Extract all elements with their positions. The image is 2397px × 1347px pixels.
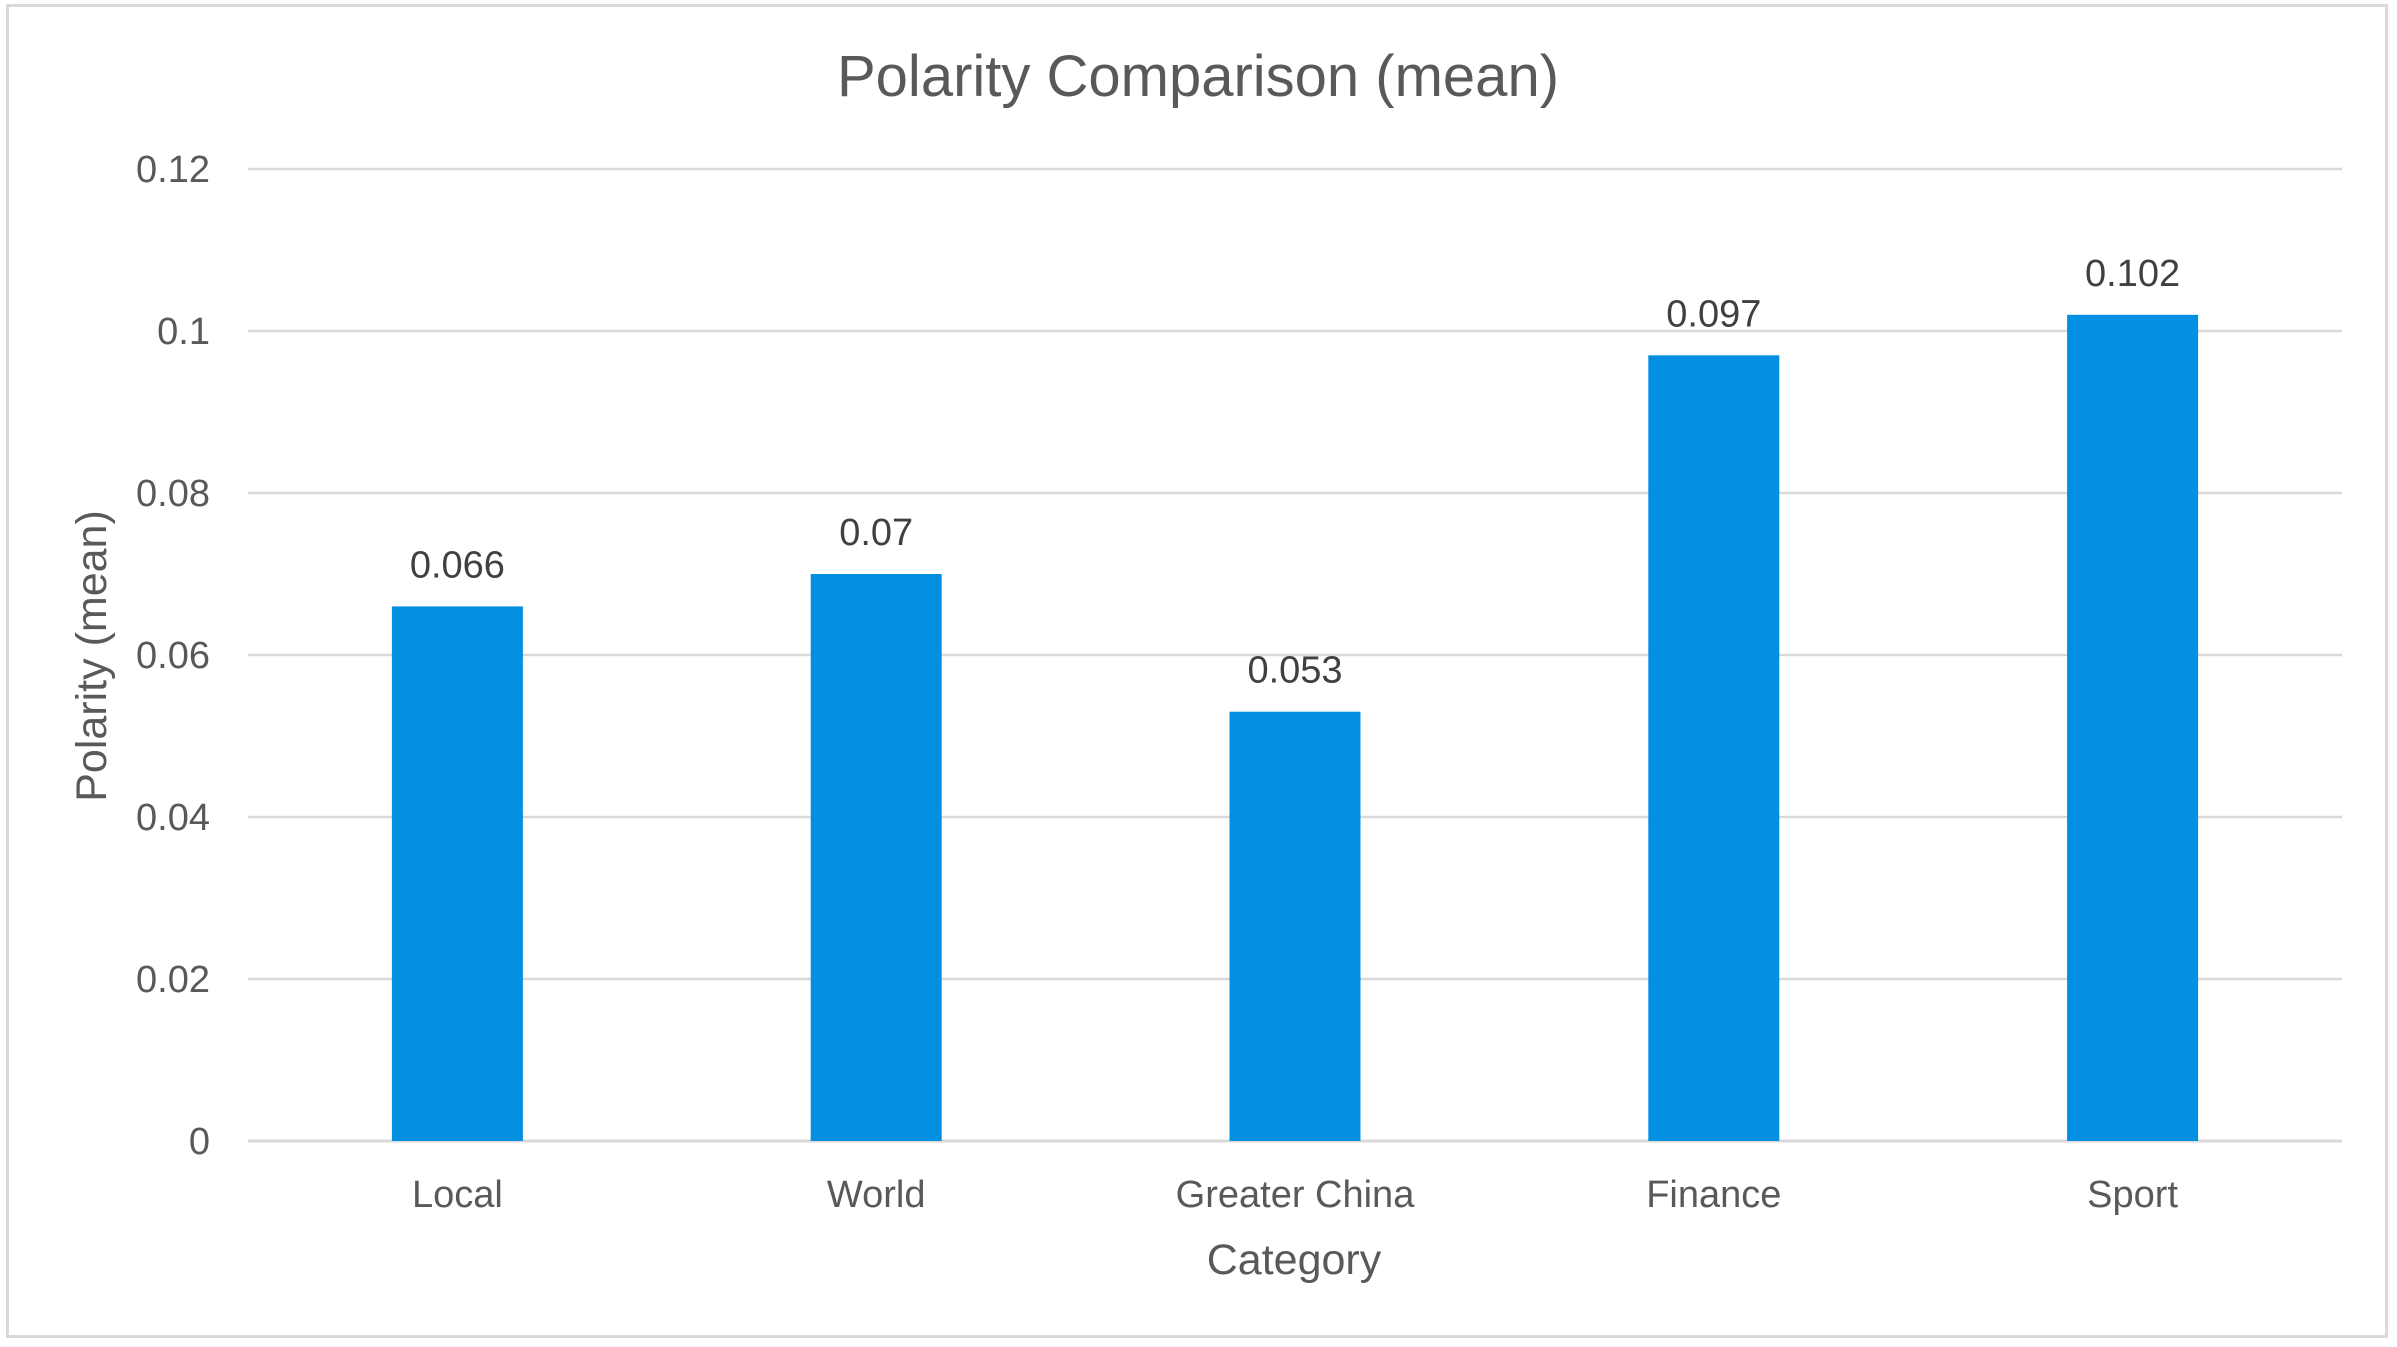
bars [391, 314, 2199, 1141]
data-label: 0.102 [2085, 253, 2180, 295]
chart-title: Polarity Comparison (mean) [837, 44, 1559, 109]
y-axis-title: Polarity (mean) [68, 510, 116, 802]
bar [1229, 711, 1361, 1141]
data-label: 0.066 [410, 544, 505, 586]
y-tick-label: 0.04 [136, 797, 210, 839]
y-axis-ticks: 0 0.02 0.04 0.06 0.08 0.1 0.12 [136, 149, 210, 1163]
data-label: 0.053 [1247, 650, 1342, 692]
x-tick-label: Finance [1646, 1174, 1781, 1216]
gridlines [248, 167, 2342, 1143]
y-tick-label: 0.1 [157, 311, 210, 353]
y-tick-label: 0.12 [136, 149, 210, 191]
x-tick-label: Local [412, 1174, 503, 1216]
data-labels: 0.066 0.07 0.053 0.097 0.102 [410, 253, 2180, 692]
data-label: 0.07 [839, 512, 913, 554]
bar [810, 574, 942, 1141]
y-tick-label: 0.06 [136, 635, 210, 677]
bar [1648, 355, 1780, 1141]
x-tick-label: World [827, 1174, 926, 1216]
data-label: 0.097 [1666, 293, 1761, 335]
x-tick-label: Greater China [1176, 1174, 1416, 1216]
x-tick-label: Sport [2087, 1174, 2178, 1216]
x-axis-ticks: Local World Greater China Finance Sport [412, 1174, 2178, 1216]
y-tick-label: 0 [189, 1121, 210, 1163]
y-tick-label: 0.02 [136, 959, 210, 1001]
x-axis-title: Category [1207, 1236, 1382, 1284]
bar [2067, 314, 2199, 1141]
y-tick-label: 0.08 [136, 473, 210, 515]
bar [391, 606, 523, 1141]
